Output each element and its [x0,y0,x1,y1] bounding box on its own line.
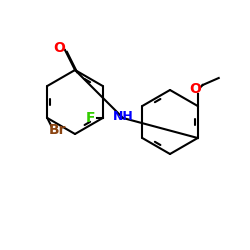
Text: O: O [189,82,201,96]
Text: O: O [53,41,65,55]
Text: F: F [86,111,96,125]
Text: Br: Br [48,123,66,137]
Text: NH: NH [112,110,134,122]
